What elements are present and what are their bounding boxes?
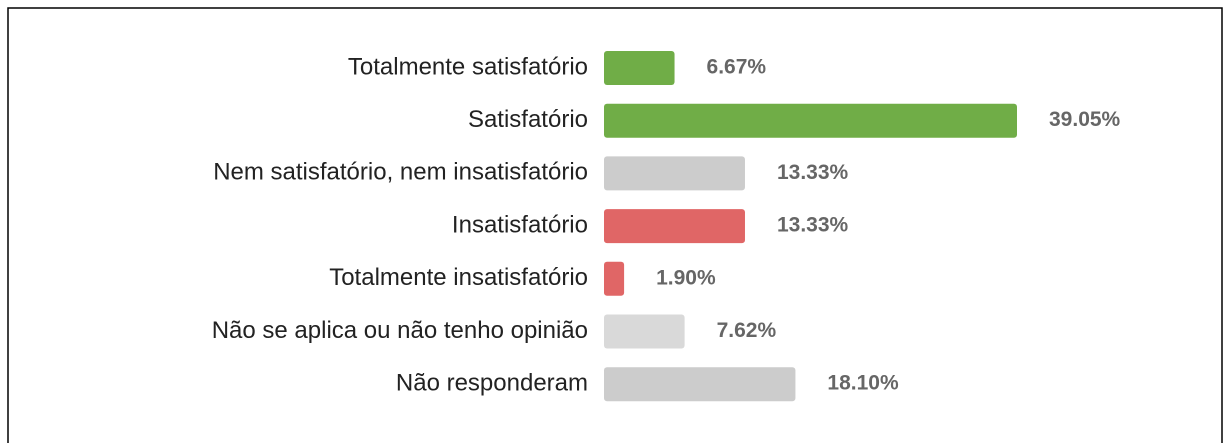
value-label: 6.67%: [707, 56, 767, 79]
frame: [7, 7, 1223, 443]
bar: [604, 156, 745, 191]
value-label: 13.33%: [777, 161, 849, 184]
bar: [604, 209, 745, 244]
value-label: 1.90%: [656, 266, 716, 289]
category-label: Totalmente insatisfatório: [329, 264, 588, 291]
category-label: Não se aplica ou não tenho opinião: [212, 317, 588, 344]
category-label: Satisfatório: [468, 106, 588, 133]
bar: [604, 314, 685, 349]
value-label: 18.10%: [827, 372, 899, 395]
category-label: Nem satisfatório, nem insatisfatório: [213, 159, 588, 186]
bar: [604, 367, 796, 402]
value-label: 13.33%: [777, 214, 849, 237]
bar: [604, 51, 675, 85]
value-label: 39.05%: [1049, 108, 1121, 131]
category-label: Insatisfatório: [452, 211, 588, 238]
category-label: Totalmente satisfatório: [348, 53, 588, 80]
bar: [604, 103, 1017, 138]
value-label: 7.62%: [717, 319, 777, 342]
category-label: Não responderam: [396, 370, 588, 397]
bar: [604, 261, 625, 296]
